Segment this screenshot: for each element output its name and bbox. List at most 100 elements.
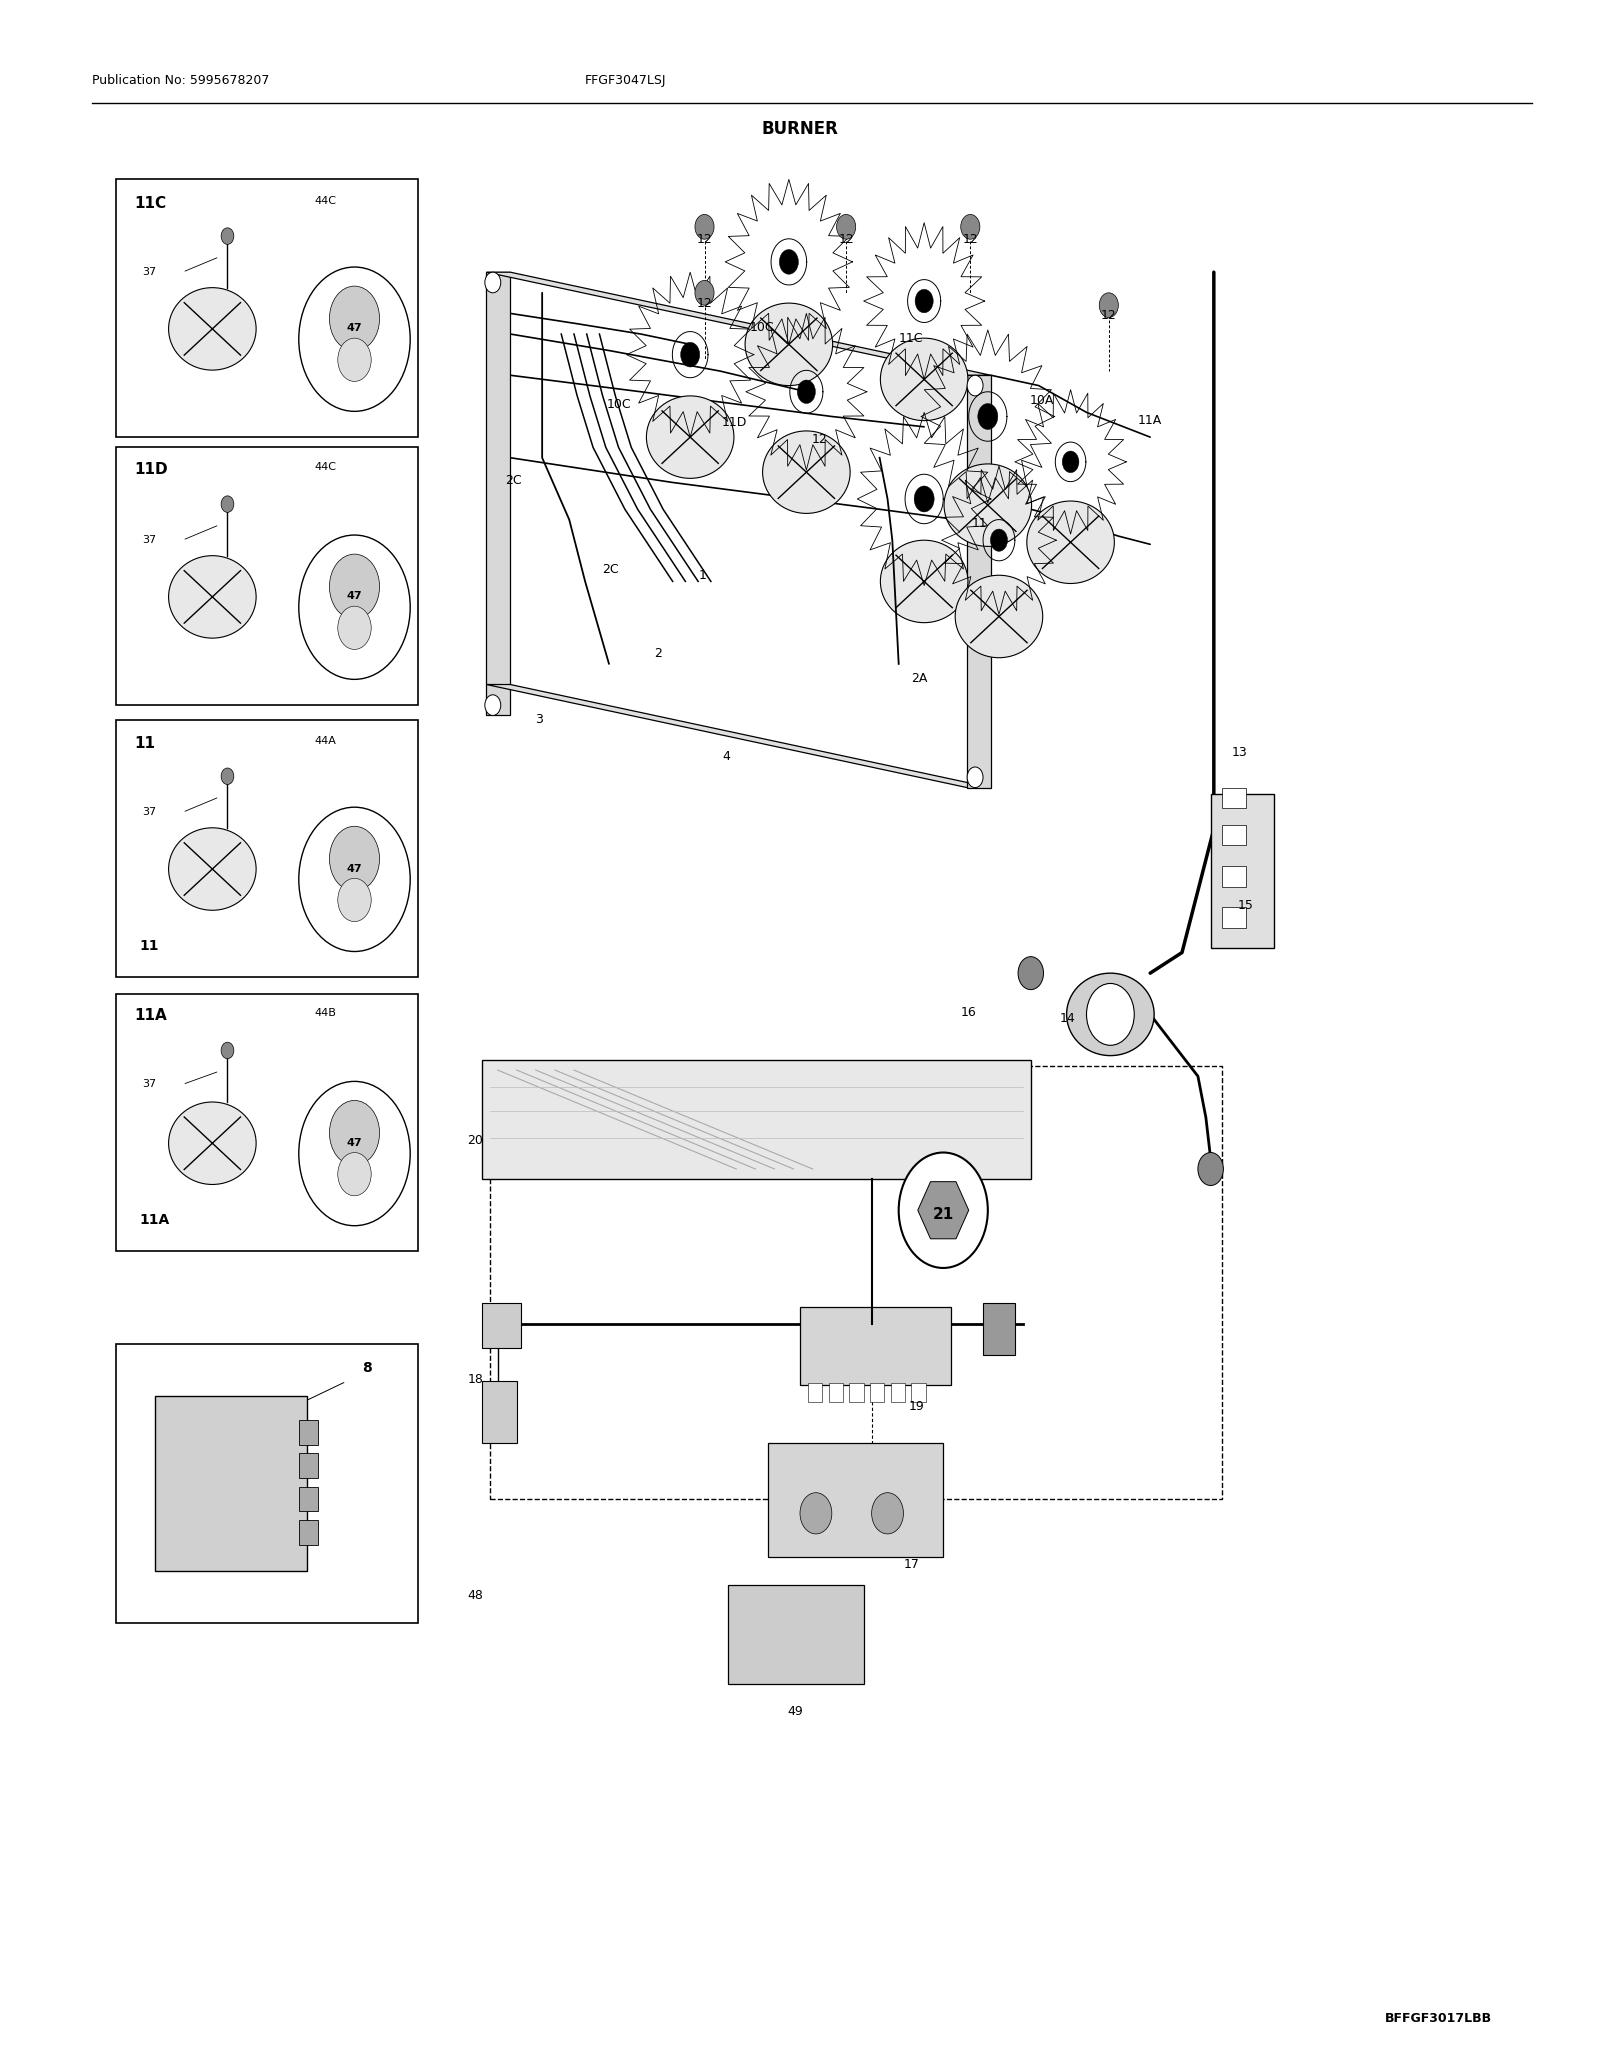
Circle shape	[960, 215, 979, 240]
Text: 12: 12	[1101, 308, 1117, 323]
Circle shape	[1086, 983, 1134, 1045]
Circle shape	[299, 267, 410, 412]
Polygon shape	[486, 271, 990, 375]
Circle shape	[966, 375, 982, 395]
Text: 44C: 44C	[315, 197, 336, 205]
Text: 3: 3	[534, 712, 542, 727]
Text: 15: 15	[1238, 898, 1254, 911]
FancyBboxPatch shape	[728, 1586, 864, 1685]
FancyBboxPatch shape	[115, 447, 418, 706]
Text: FFGF3047LSJ: FFGF3047LSJ	[586, 75, 667, 87]
Text: 37: 37	[142, 267, 157, 277]
Circle shape	[899, 1153, 987, 1269]
FancyBboxPatch shape	[829, 1383, 843, 1401]
Text: 2C: 2C	[506, 474, 522, 486]
Ellipse shape	[168, 828, 256, 911]
Text: 12: 12	[696, 296, 712, 310]
FancyBboxPatch shape	[115, 1343, 418, 1623]
FancyBboxPatch shape	[768, 1443, 944, 1557]
FancyBboxPatch shape	[155, 1395, 307, 1571]
FancyBboxPatch shape	[1222, 865, 1246, 886]
Text: 11: 11	[971, 518, 987, 530]
Polygon shape	[486, 685, 990, 787]
Text: 11C: 11C	[899, 331, 923, 346]
FancyBboxPatch shape	[1222, 824, 1246, 845]
Text: 18: 18	[467, 1372, 483, 1385]
FancyBboxPatch shape	[482, 1381, 517, 1443]
FancyBboxPatch shape	[1211, 793, 1274, 948]
Circle shape	[915, 290, 933, 313]
Circle shape	[837, 215, 856, 240]
Ellipse shape	[880, 337, 968, 420]
Text: 20: 20	[467, 1134, 483, 1147]
Ellipse shape	[221, 768, 234, 785]
Text: 44A: 44A	[315, 737, 336, 745]
Text: 21: 21	[933, 1207, 954, 1221]
Circle shape	[338, 1153, 371, 1196]
Text: 12: 12	[838, 232, 854, 246]
FancyBboxPatch shape	[115, 994, 418, 1252]
Circle shape	[1062, 451, 1078, 472]
Text: 49: 49	[787, 1706, 803, 1718]
Ellipse shape	[944, 464, 1032, 546]
Circle shape	[338, 878, 371, 921]
Text: 8: 8	[362, 1360, 373, 1374]
Ellipse shape	[646, 395, 734, 478]
Ellipse shape	[221, 1041, 234, 1058]
FancyBboxPatch shape	[482, 1302, 522, 1348]
Text: 10C: 10C	[606, 397, 630, 410]
Circle shape	[680, 342, 699, 366]
FancyBboxPatch shape	[850, 1383, 864, 1401]
Text: 47: 47	[347, 323, 362, 333]
Text: 13: 13	[1232, 745, 1246, 760]
Text: 11D: 11D	[134, 462, 168, 476]
Text: 11C: 11C	[134, 197, 166, 211]
Text: 12: 12	[811, 433, 827, 445]
Circle shape	[978, 404, 998, 428]
Text: 37: 37	[142, 1078, 157, 1089]
Text: 47: 47	[347, 1138, 362, 1147]
Text: Publication No: 5995678207: Publication No: 5995678207	[91, 75, 269, 87]
Text: 10A: 10A	[1030, 393, 1054, 406]
FancyBboxPatch shape	[299, 1519, 318, 1544]
Text: 17: 17	[904, 1559, 920, 1571]
Text: 11: 11	[134, 737, 155, 751]
Circle shape	[779, 250, 798, 273]
Circle shape	[990, 530, 1008, 551]
Circle shape	[800, 1492, 832, 1534]
Circle shape	[872, 1492, 904, 1534]
Circle shape	[299, 807, 410, 952]
Text: 37: 37	[142, 536, 157, 544]
Circle shape	[694, 215, 714, 240]
Text: 4: 4	[723, 749, 731, 764]
Text: 2: 2	[654, 648, 662, 660]
Ellipse shape	[221, 228, 234, 244]
Polygon shape	[918, 1182, 968, 1238]
Circle shape	[338, 337, 371, 381]
Text: 10: 10	[917, 489, 933, 501]
Polygon shape	[482, 1060, 1030, 1180]
Text: 12: 12	[696, 232, 712, 246]
Circle shape	[330, 555, 379, 619]
Text: 14: 14	[1059, 1012, 1075, 1025]
Text: 19: 19	[909, 1399, 925, 1412]
FancyBboxPatch shape	[800, 1306, 952, 1385]
Text: 44B: 44B	[315, 1008, 336, 1018]
Circle shape	[330, 826, 379, 892]
Text: 11D: 11D	[722, 416, 747, 428]
Circle shape	[966, 768, 982, 787]
FancyBboxPatch shape	[891, 1383, 906, 1401]
Text: 16: 16	[962, 1006, 976, 1018]
FancyBboxPatch shape	[299, 1453, 318, 1478]
Circle shape	[330, 1101, 379, 1165]
Text: 47: 47	[347, 863, 362, 874]
Polygon shape	[966, 375, 990, 787]
Ellipse shape	[746, 302, 832, 385]
FancyBboxPatch shape	[808, 1383, 822, 1401]
Text: 11: 11	[139, 938, 158, 952]
FancyBboxPatch shape	[982, 1302, 1014, 1354]
Text: 47: 47	[347, 592, 362, 602]
Text: BURNER: BURNER	[762, 120, 838, 137]
Circle shape	[797, 381, 816, 404]
Circle shape	[1198, 1153, 1224, 1186]
